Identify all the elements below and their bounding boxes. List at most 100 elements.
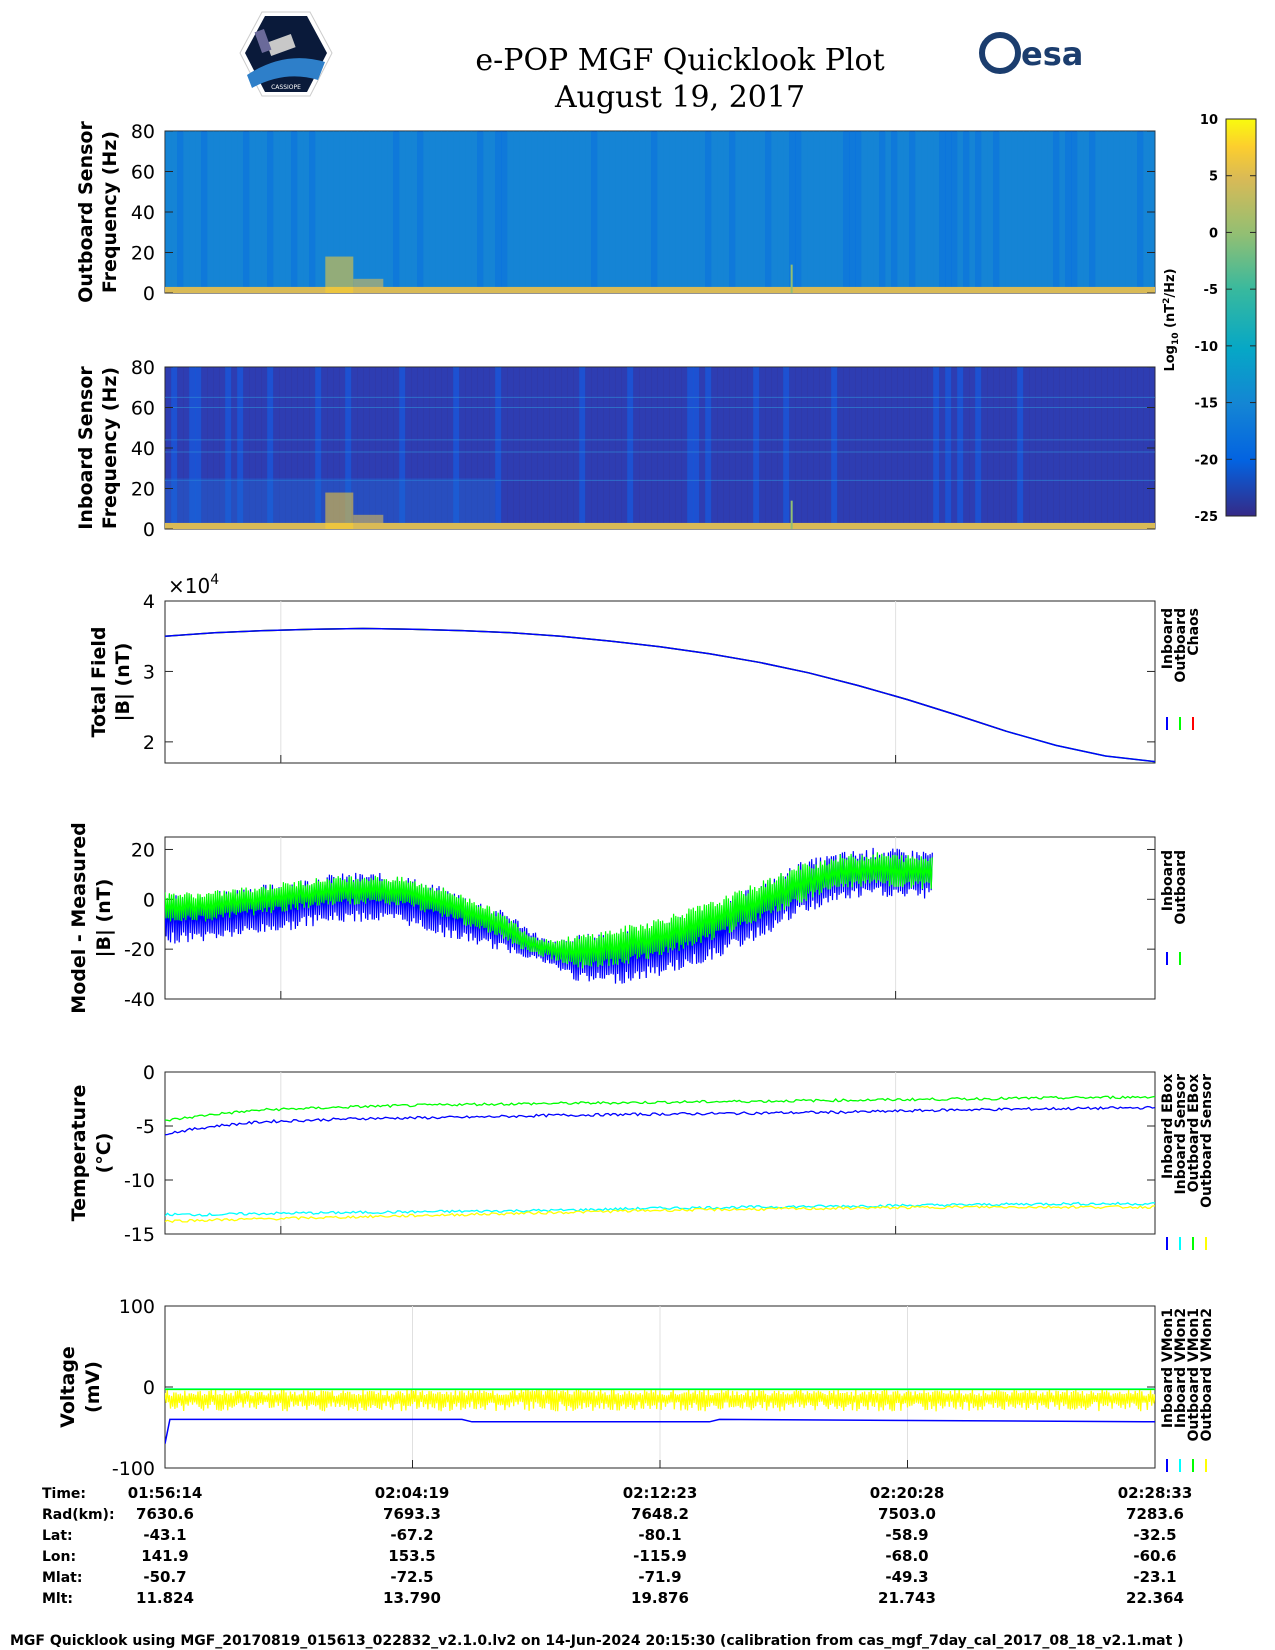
inboard-spectrogram-pixel-column	[987, 367, 994, 529]
inboard-spectrogram-pixel-column	[309, 367, 316, 529]
ephemeris-row-label: Rad(km):	[42, 1507, 115, 1523]
inboard-spectrogram-pixel-column	[909, 367, 916, 529]
outboard-spectrogram-pixel-column	[723, 131, 730, 293]
inboard-spectrogram-pixel-column	[609, 367, 616, 529]
outboard-spectrogram-pixel-column	[903, 131, 910, 293]
inboard-spectrogram-pixel-column	[771, 367, 778, 529]
temperature-line-outboard-sensor	[165, 1205, 1155, 1223]
outboard-spectrogram-pixel-column	[459, 131, 466, 293]
outboard-spectrogram-pixel-column	[513, 131, 520, 293]
outboard-spectrogram-pixel-column	[1065, 131, 1072, 293]
inboard-spectrogram-pixel-column	[837, 367, 844, 529]
model-measured-ytick-label: -40	[124, 989, 155, 1011]
inboard-spectrogram-pixel-column	[303, 367, 310, 529]
inboard-spectrogram-pixel-column	[171, 367, 178, 529]
inboard-spectrogram-pixel-column	[261, 367, 268, 529]
outboard-spectrogram-pixel-column	[375, 131, 382, 293]
outboard-spectrogram-dc-band	[165, 286, 1155, 293]
outboard-spectrogram-pixel-column	[1071, 131, 1078, 293]
outboard-spectrogram-pixel-column	[819, 131, 826, 293]
ephemeris-cell: 21.743	[878, 1589, 936, 1607]
voltage-legend-label: Outboard VMon2	[1199, 1308, 1215, 1442]
temperature-line-outboard-ebox	[165, 1095, 1155, 1122]
ephemeris-cell: -58.9	[885, 1526, 928, 1544]
outboard-spectrogram-pixel-column	[273, 131, 280, 293]
outboard-spectrogram-pixel-column	[267, 131, 274, 293]
ephemeris-cell: -23.1	[1133, 1568, 1176, 1586]
outboard-spectrogram-pixel-column	[255, 131, 262, 293]
inboard-spectrogram-pixel-column	[333, 367, 340, 529]
model-measured-panel: 20 0 -20 -40 Model - Measured |B| (nT) Inbo…	[68, 822, 1189, 1013]
inboard-spectrogram-burst	[325, 492, 354, 529]
outboard-spectrogram-pixel-column	[465, 131, 472, 293]
outboard-spectrogram-pixel-column	[969, 131, 976, 293]
ephemeris-cell: -68.0	[885, 1547, 928, 1565]
inboard-spectrogram-pixel-column	[189, 367, 196, 529]
inboard-spectrogram-pixel-column	[717, 367, 724, 529]
outboard-spectrogram-pixel-column	[303, 131, 310, 293]
model-measured-ytick-label: 20	[131, 839, 155, 861]
inboard-spectrogram-pixel-column	[549, 367, 556, 529]
outboard-spectrogram-pixel-column	[777, 131, 784, 293]
outboard-spectrogram-pixel-column	[585, 131, 592, 293]
outboard-spectrogram-pixel-column	[627, 131, 634, 293]
inboard-spectrogram-pixel-column	[873, 367, 880, 529]
ephemeris-cell: 22.364	[1126, 1589, 1184, 1607]
temperature-ylabel-line2: (°C)	[93, 1133, 115, 1174]
outboard-spectrogram-pixel-column	[687, 131, 694, 293]
inboard-spectrogram-pixel-column	[795, 367, 802, 529]
inboard-spectrogram-pixel-column	[1059, 367, 1066, 529]
outboard-spectrogram-pixel-column	[945, 131, 952, 293]
outboard-spectrogram-pixel-column	[447, 131, 454, 293]
inboard-spectrogram-pixel-column	[471, 367, 478, 529]
outboard-spectrogram-pixel-column	[1143, 131, 1150, 293]
inboard-spectrogram-pixel-column	[447, 367, 454, 529]
inboard-spectrogram-ytick-label: 0	[143, 519, 155, 541]
outboard-spectrogram-pixel-column	[639, 131, 646, 293]
inboard-spectrogram-pixel-column	[531, 367, 538, 529]
inboard-spectrogram-pixel-column	[1071, 367, 1078, 529]
outboard-spectrogram-pixel-column	[735, 131, 742, 293]
voltage-line-outboard-vmon2	[165, 1389, 1155, 1412]
inboard-spectrogram-pixel-column	[249, 367, 256, 529]
voltage-ytick-label: -100	[112, 1458, 155, 1480]
temperature-legend-label: Outboard EBox	[1186, 1074, 1202, 1192]
inboard-spectrogram-pixel-column	[1041, 367, 1048, 529]
outboard-spectrogram-pixel-column	[861, 131, 868, 293]
outboard-spectrogram-pixel-column	[369, 131, 376, 293]
inboard-spectrogram-pixel-column	[849, 367, 856, 529]
inboard-spectrogram-pixel-column	[327, 367, 334, 529]
outboard-spectrogram-pixel-column	[681, 131, 688, 293]
outboard-spectrogram-pixel-column	[453, 131, 460, 293]
outboard-spectrogram-pixel-column	[411, 131, 418, 293]
outboard-spectrogram-pixel-column	[759, 131, 766, 293]
outboard-spectrogram-pixel-column	[219, 131, 226, 293]
inboard-spectrogram-pixel-column	[363, 367, 370, 529]
outboard-spectrogram-pixel-column	[429, 131, 436, 293]
inboard-spectrogram-pixel-column	[585, 367, 592, 529]
voltage-legend-label: Inboard VMon2	[1173, 1308, 1189, 1428]
outboard-spectrogram-pixel-column	[891, 131, 898, 293]
footer-caption: MGF Quicklook using MGF_20170819_015613_…	[10, 1633, 1184, 1649]
inboard-spectrogram-pixel-column	[417, 367, 424, 529]
outboard-spectrogram-pixel-column	[987, 131, 994, 293]
cassiope-logo-text: CASSIOPE	[271, 84, 301, 91]
inboard-spectrogram-pixel-column	[957, 367, 964, 529]
inboard-spectrogram-pixel-column	[885, 367, 892, 529]
outboard-spectrogram-burst	[325, 256, 354, 293]
temperature-panel: 0 -5 -10 -15 Temperature (°C) Inboard EBoxI…	[68, 1062, 1215, 1250]
ephemeris-cell: 02:04:19	[375, 1484, 450, 1502]
ephemeris-row-label: Lat:	[42, 1528, 73, 1544]
inboard-spectrogram-pixel-column	[855, 367, 862, 529]
total-field-ylabel-line1: Total Field	[88, 626, 110, 737]
model-measured-ylabel-line2: |B| (nT)	[93, 879, 115, 958]
inboard-spectrogram-pixel-column	[483, 367, 490, 529]
inboard-spectrogram-pixel-column	[465, 367, 472, 529]
outboard-spectrogram-pixel-column	[1107, 131, 1114, 293]
model-measured-legend-label: Outboard	[1173, 850, 1189, 925]
inboard-spectrogram-pixel-column	[351, 367, 358, 529]
outboard-spectrogram-pixel-column	[177, 131, 184, 293]
outboard-spectrogram-ytick-label: 0	[143, 283, 155, 305]
outboard-spectrogram-pixel-column	[195, 131, 202, 293]
outboard-spectrogram-pixel-column	[621, 131, 628, 293]
